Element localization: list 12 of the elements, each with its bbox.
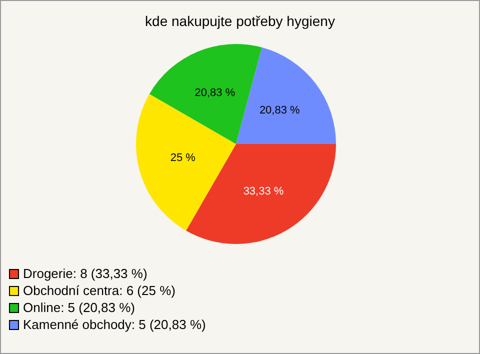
pie-slice xyxy=(236,47,336,144)
legend-label: Obchodní centra: 6 (25 %) xyxy=(23,282,176,299)
legend-label: Drogerie: 8 (33,33 %) xyxy=(23,265,148,282)
data-label: 33,33 % xyxy=(243,186,284,198)
legend-label: Online: 5 (20,83 %) xyxy=(23,299,136,316)
data-label: 25 % xyxy=(170,152,196,164)
pie-slice xyxy=(149,44,262,144)
data-label: 20,83 % xyxy=(194,87,236,100)
legend-label: Kamenné obchody: 5 (20,83 %) xyxy=(23,316,206,333)
data-label: 20,83 % xyxy=(259,104,300,117)
chart-title: kde nakupujte potřeby hygieny xyxy=(144,13,336,29)
pie-slice xyxy=(186,144,336,244)
